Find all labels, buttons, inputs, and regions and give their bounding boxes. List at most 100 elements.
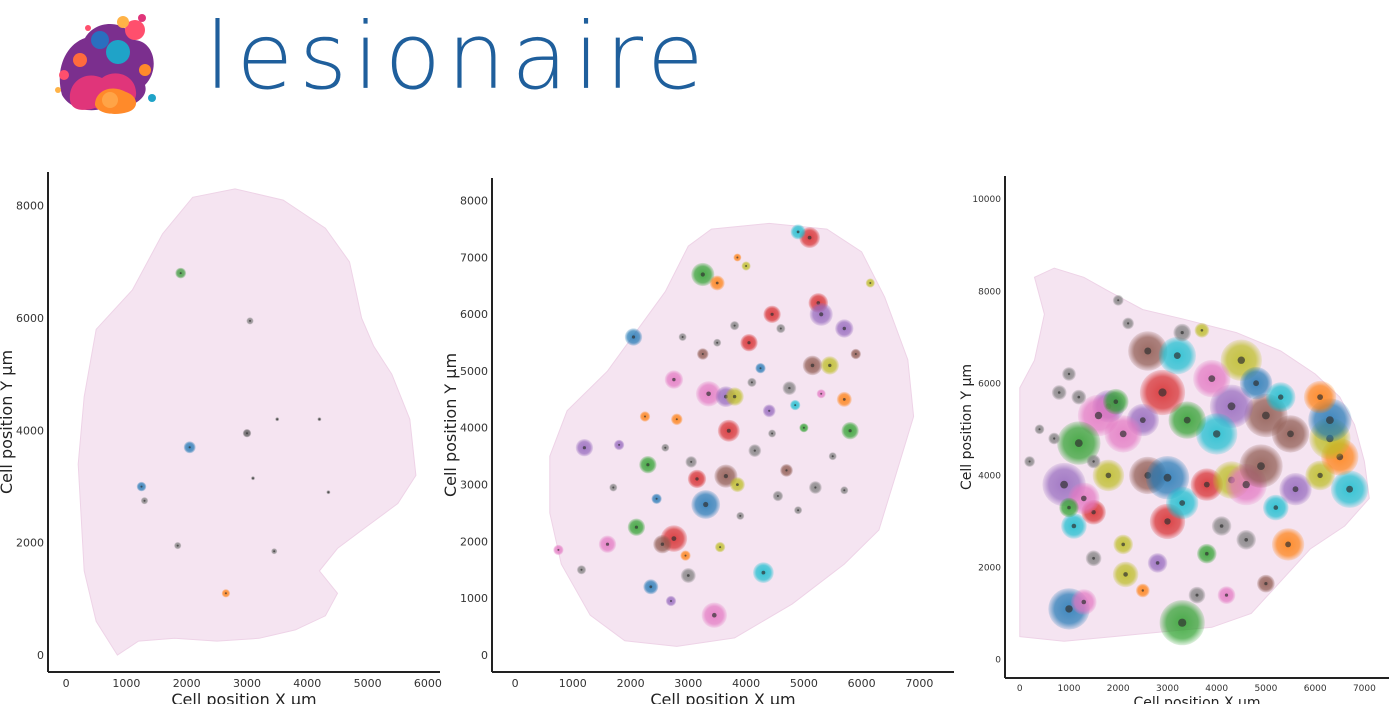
lesion-center (785, 469, 788, 472)
lesion-center (1067, 372, 1071, 376)
lesion-center (605, 542, 610, 546)
lesion-center (670, 600, 672, 602)
lesion-center (1158, 388, 1167, 397)
lesion-center (736, 256, 739, 259)
lesion-center (1028, 460, 1031, 463)
lesion-center (318, 418, 321, 421)
x-tick-label: 5000 (1254, 684, 1277, 694)
lesion-center (1224, 593, 1229, 597)
lesion-center (1264, 582, 1268, 586)
x-tick-label: 2000 (173, 677, 201, 690)
lesion-center (796, 230, 800, 234)
lesion-center (1178, 618, 1187, 627)
lesion-center (671, 536, 677, 541)
scatter-chart-3: 0 1000 2000 3000 4000 5000 6000 7000 0 2000 4000 60… (959, 176, 1389, 704)
brand-logo: lesionaire (40, 0, 704, 125)
lesion-center (1092, 460, 1095, 463)
chart-panel-3: 0 1000 2000 3000 4000 5000 6000 7000 0 2000 4000 60… (955, 160, 1391, 704)
lesion-center (1203, 481, 1210, 488)
lesion-center (1317, 394, 1323, 400)
lesion-center (1253, 380, 1259, 387)
lesionaire-logo-icon (55, 14, 156, 114)
lesion-center (703, 501, 709, 508)
lesion-center (1141, 589, 1144, 592)
y-tick-label: 2000 (460, 535, 488, 548)
lesion-center (814, 486, 817, 489)
lesion-center (726, 428, 731, 433)
lesion-center (143, 499, 146, 502)
x-tick-label: 1000 (112, 677, 140, 690)
lesion-center (1195, 593, 1199, 597)
lesion-center (706, 391, 711, 397)
x-tick-label: 3000 (1156, 684, 1179, 694)
lesion-center (1292, 486, 1299, 493)
lesion-center (716, 341, 719, 344)
y-axis-label: Cell position Y µm (0, 350, 16, 494)
lesion-center (1346, 485, 1353, 493)
lesion-center (776, 495, 779, 497)
lesion-center (1208, 375, 1216, 382)
lesion-center (249, 319, 251, 322)
lesion-center (828, 363, 832, 368)
lesion-center (759, 367, 762, 370)
brand-name: lesionaire (205, 3, 710, 110)
lesion-center (612, 486, 615, 489)
x-tick-label: 6000 (414, 677, 442, 690)
lesion-center (771, 432, 774, 435)
lesion-center (224, 592, 227, 595)
lesion-center (1200, 329, 1204, 332)
lesion-center (1227, 402, 1236, 411)
lesion-center (1038, 428, 1041, 431)
lesion-center (176, 544, 179, 547)
lesion-center (695, 477, 699, 481)
y-tick-label: 4000 (978, 472, 1001, 482)
lesion-center (675, 418, 678, 421)
lesion-center (634, 525, 638, 529)
lesion-center (1077, 395, 1081, 399)
y-tick-label: 1000 (460, 592, 488, 605)
lesion-center (1278, 394, 1284, 400)
x-tick-label: 4000 (1205, 684, 1228, 694)
lesion-center (1092, 556, 1095, 560)
lesion-center (1123, 572, 1128, 577)
lesion-center (1119, 430, 1127, 438)
y-tick-label: 2000 (16, 537, 44, 550)
lesion-center (854, 353, 857, 355)
y-tick-label: 10000 (972, 195, 1001, 205)
x-tick-label: 2000 (617, 677, 645, 690)
x-tick-label: 1000 (559, 677, 587, 690)
lesion-center (1163, 473, 1172, 482)
y-tick-label: 5000 (460, 365, 488, 378)
lesion-center (1262, 411, 1270, 420)
lesion-center (246, 432, 248, 435)
lesion-center (655, 497, 658, 500)
lesion-center (723, 474, 728, 479)
lesion-center (1081, 495, 1087, 502)
lesion-center (1105, 472, 1112, 479)
chart-panel-2: 0 1000 2000 3000 4000 5000 6000 7000 0 1000 2000 30… (441, 160, 962, 704)
lesion-center (1287, 430, 1294, 438)
lesion-center (794, 404, 797, 407)
y-tick-label: 0 (37, 649, 44, 662)
lesion-center (660, 542, 665, 546)
lesion-center (1117, 299, 1120, 302)
lesion-center (582, 446, 586, 450)
lesion-center (276, 418, 279, 421)
lesion-center (807, 235, 812, 240)
lesion-center (788, 386, 791, 390)
x-tick-label: 2000 (1107, 684, 1130, 694)
lesion-center (1183, 416, 1191, 424)
y-tick-label: 8000 (16, 200, 44, 213)
lesion-center (1094, 411, 1103, 420)
lesion-center (188, 446, 191, 449)
lesion-center (842, 326, 846, 331)
lesion-center (1180, 331, 1184, 335)
x-axis-label: Cell position X µm (171, 690, 316, 704)
x-tick-label: 0 (512, 677, 519, 690)
lesion-center (1053, 437, 1056, 440)
y-tick-label: 6000 (978, 379, 1001, 389)
x-tick-label: 0 (1017, 684, 1023, 694)
lesion-center (1273, 505, 1279, 510)
lesion-center (819, 312, 824, 317)
y-tick-label: 0 (481, 649, 488, 662)
